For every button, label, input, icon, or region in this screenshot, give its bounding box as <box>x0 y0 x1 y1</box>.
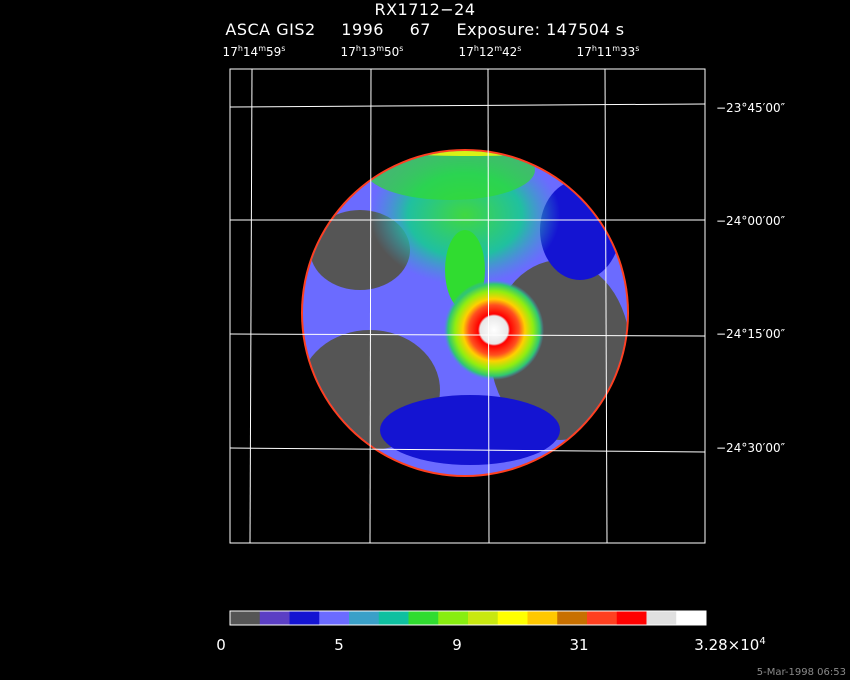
ra-tick-label: 17h13m50s <box>340 44 404 59</box>
colorbar-border <box>229 610 707 626</box>
dec-tick-label: −23°45′00″ <box>716 101 786 115</box>
colorbar-swatch <box>408 611 439 625</box>
colorbar-max-label: 3.28×104 <box>694 636 766 654</box>
colorbar-swatch <box>587 611 618 625</box>
colorbar-label: 31 <box>569 636 589 654</box>
colorbar-label: 9 <box>452 636 462 654</box>
colorbar <box>229 610 707 626</box>
exposure-label: Exposure: 147504 s <box>456 20 625 39</box>
colorbar-swatch <box>319 611 350 625</box>
colorbar-swatch <box>497 611 528 625</box>
image-title: RX1712−24 <box>374 0 476 19</box>
colorbar-swatch <box>230 611 261 625</box>
colorbar-swatch <box>676 611 707 625</box>
colorbar-swatch <box>259 611 290 625</box>
colorbar-swatch <box>349 611 380 625</box>
coordinate-grid <box>229 68 706 544</box>
dec-tick-label: −24°00′00″ <box>716 214 786 228</box>
dec-tick-label: −24°15′00″ <box>716 327 786 341</box>
ra-tick-label: 17h14m59s <box>222 44 286 59</box>
observation-info: ASCA GIS2 1996 67 Exposure: 147504 s <box>0 20 850 39</box>
colorbar-label: 0 <box>216 636 226 654</box>
ra-tick-label: 17h12m42s <box>458 44 522 59</box>
colorbar-swatch <box>378 611 409 625</box>
colorbar-swatch <box>616 611 647 625</box>
instrument-label: ASCA GIS2 <box>225 20 316 39</box>
colorbar-label: 5 <box>334 636 344 654</box>
colorbar-swatch <box>468 611 499 625</box>
colorbar-swatch <box>289 611 320 625</box>
ra-tick-label: 17h11m33s <box>576 44 640 59</box>
colorbar-swatch <box>527 611 558 625</box>
dec-tick-label: −24°30′00″ <box>716 441 786 455</box>
colorbar-swatch <box>557 611 588 625</box>
colorbar-swatch <box>438 611 469 625</box>
colorbar-swatch <box>646 611 677 625</box>
sequence-label: 67 <box>409 20 431 39</box>
year-label: 1996 <box>341 20 384 39</box>
timestamp: 5-Mar-1998 06:53 <box>756 667 846 678</box>
detector-disk <box>301 149 629 477</box>
